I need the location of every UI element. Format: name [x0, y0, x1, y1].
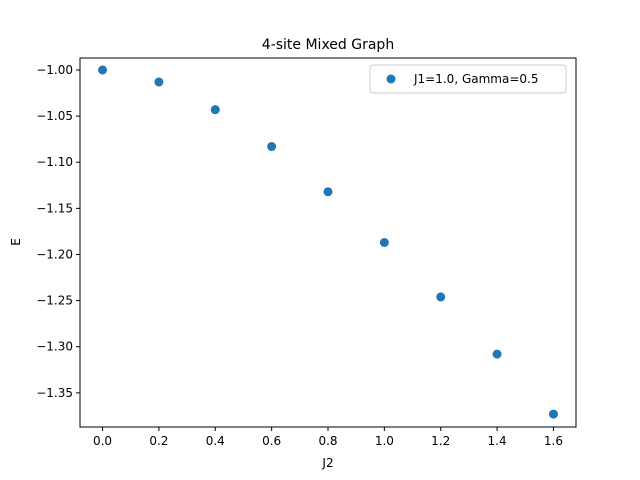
x-tick-label: 1.0 [375, 434, 394, 448]
y-tick-label: −1.35 [36, 386, 73, 400]
y-axis-label: E [9, 238, 23, 246]
y-tick-label: −1.25 [36, 294, 73, 308]
legend-box [369, 64, 567, 94]
y-tick-label: −1.20 [36, 247, 73, 261]
x-tick-label: 0.8 [318, 434, 337, 448]
chart-title: 4-site Mixed Graph [262, 37, 394, 53]
x-tick-label: 1.4 [488, 434, 507, 448]
y-tick-label: −1.10 [36, 155, 73, 169]
plot-area: 0.0 0.2 0.4 0.6 0.8 1.0 1.2 1.4 1.6 −1.00 −1.05 −1.… [36, 57, 577, 448]
data-point [323, 187, 333, 197]
x-tick-label: 0.6 [262, 434, 281, 448]
data-point [154, 77, 164, 87]
data-point [379, 238, 389, 247]
x-axis-label: J2 [321, 456, 333, 470]
x-tick-label: 1.6 [544, 434, 563, 448]
data-point [492, 349, 502, 359]
y-tick-label: −1.15 [36, 201, 73, 215]
x-tick-label: 0.4 [206, 434, 225, 448]
data-point [548, 409, 558, 419]
x-tick-label: 0.2 [149, 434, 168, 448]
legend-label: J1=1.0, Gamma=0.5 [413, 72, 538, 86]
x-tick-label: 1.2 [431, 434, 450, 448]
data-point [267, 142, 277, 152]
data-point [98, 65, 108, 75]
y-tick-label: −1.00 [36, 63, 73, 77]
data-point [436, 292, 446, 302]
legend: J1=1.0, Gamma=0.5 [369, 64, 567, 94]
y-tick-label: −1.30 [36, 340, 73, 354]
legend-marker [386, 74, 396, 84]
x-tick-label: 0.0 [93, 434, 112, 448]
data-point [210, 105, 220, 115]
y-tick-label: −1.05 [36, 109, 73, 123]
